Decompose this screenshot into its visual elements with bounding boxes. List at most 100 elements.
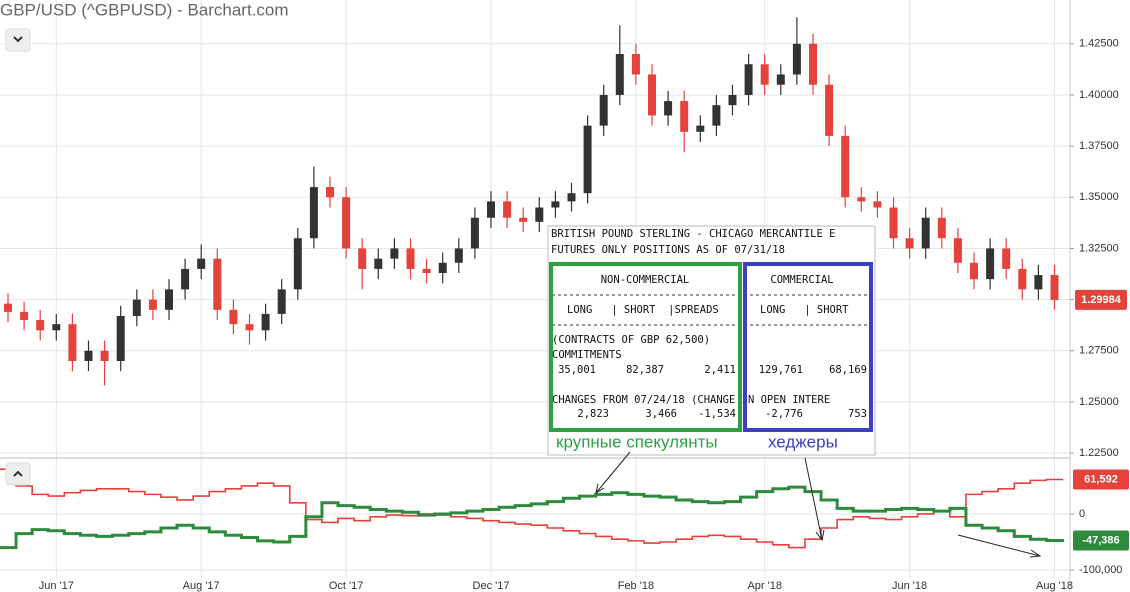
candle-body bbox=[953, 238, 962, 263]
candle-body bbox=[229, 309, 238, 325]
candle-body bbox=[293, 238, 302, 290]
candle-body bbox=[889, 207, 898, 239]
value-tag-label: -47,386 bbox=[1082, 534, 1119, 546]
units: (CONTRACTS OF GBP 62,500) bbox=[552, 334, 710, 346]
y-tick-label: 0 bbox=[1079, 508, 1085, 520]
y-tick-label: -100,000 bbox=[1079, 564, 1122, 576]
candle-body bbox=[342, 197, 351, 249]
candle-body bbox=[1018, 268, 1027, 290]
value-tag bbox=[1073, 530, 1129, 551]
candle-body bbox=[197, 258, 206, 269]
candle-body bbox=[503, 201, 512, 218]
candle-body bbox=[1050, 275, 1059, 300]
x-tick-label: Dec '17 bbox=[473, 580, 510, 592]
candle-body bbox=[986, 248, 995, 280]
report-title: FUTURES ONLY POSITIONS AS OF 07/31/18 bbox=[551, 244, 785, 256]
candle-body bbox=[631, 54, 640, 75]
candle-body bbox=[648, 74, 656, 116]
candle-body bbox=[358, 248, 367, 269]
candle-body bbox=[857, 197, 866, 202]
candle-body bbox=[680, 101, 689, 132]
candle-body bbox=[825, 84, 834, 136]
candle-body bbox=[52, 324, 61, 331]
candle-body bbox=[4, 303, 12, 312]
column-header: LONG | SHORT |SPREADS bbox=[567, 304, 719, 316]
candle-body bbox=[728, 94, 737, 106]
candle-body bbox=[599, 94, 608, 126]
last-price-tag bbox=[1075, 289, 1127, 310]
y-tick-label: 1.32500 bbox=[1079, 242, 1119, 254]
report-title: BRITISH POUND STERLING - CHICAGO MERCANT… bbox=[551, 228, 835, 240]
candle-body bbox=[696, 125, 705, 132]
candle-body bbox=[809, 43, 817, 85]
candle-body bbox=[535, 207, 544, 222]
commercial-box bbox=[743, 262, 873, 432]
x-tick-label: Jun '18 bbox=[892, 580, 927, 592]
y-tick-label: 1.27500 bbox=[1079, 345, 1119, 357]
group-header: COMMERCIAL bbox=[770, 274, 833, 286]
candle-body bbox=[551, 201, 560, 208]
candle-body bbox=[744, 64, 753, 95]
collapse-button[interactable] bbox=[5, 28, 31, 52]
candle-body bbox=[422, 268, 431, 273]
candle-body bbox=[245, 324, 254, 331]
candle-body bbox=[374, 258, 383, 269]
candle-body bbox=[1002, 248, 1011, 269]
x-tick-label: Oct '17 bbox=[329, 580, 364, 592]
value-tag-label: 61,592 bbox=[1084, 473, 1118, 485]
cell: 129,761 bbox=[759, 364, 803, 376]
candle-body bbox=[873, 201, 882, 208]
candle-body bbox=[20, 311, 29, 321]
candle-body bbox=[438, 262, 447, 273]
y-tick-label: 1.40000 bbox=[1079, 89, 1119, 101]
candle-body bbox=[921, 217, 930, 249]
candle-body bbox=[309, 187, 318, 239]
cell: 68,169 bbox=[829, 364, 867, 376]
candle-body bbox=[519, 217, 528, 222]
candle-body bbox=[841, 135, 850, 198]
cell: -1,534 bbox=[698, 408, 736, 420]
candle-body bbox=[84, 350, 93, 361]
column-header: LONG | SHORT bbox=[760, 304, 849, 316]
candle-body bbox=[132, 299, 141, 316]
y-tick-label: 1.42500 bbox=[1079, 38, 1119, 50]
candle-body bbox=[792, 43, 801, 75]
group-header: NON-COMMERCIAL bbox=[601, 274, 690, 286]
expand-button[interactable] bbox=[5, 462, 31, 486]
candle-body bbox=[454, 248, 463, 263]
candle-body bbox=[326, 187, 334, 198]
x-tick-label: Feb '18 bbox=[618, 580, 654, 592]
candle-body bbox=[406, 248, 415, 269]
row-label: COMMITMENTS bbox=[552, 349, 622, 361]
candle-body bbox=[1034, 275, 1043, 290]
x-tick-label: Aug '18 bbox=[1036, 580, 1073, 592]
candle-body bbox=[470, 217, 479, 249]
value-tag bbox=[1073, 469, 1129, 490]
candle-body bbox=[905, 238, 914, 249]
candle-body bbox=[181, 268, 190, 290]
candle-body bbox=[583, 125, 592, 194]
chart-title: GBP/USD (^GBPUSD) - Barchart.com bbox=[0, 0, 289, 19]
candle-body bbox=[165, 289, 173, 310]
candle-body bbox=[712, 105, 721, 126]
y-tick-label: 1.35000 bbox=[1079, 191, 1119, 203]
last-price-label: 1.29984 bbox=[1081, 294, 1122, 306]
y-tick-label: 1.22500 bbox=[1079, 447, 1119, 459]
x-tick-label: Jun '17 bbox=[39, 580, 74, 592]
marks bbox=[0, 17, 1065, 550]
cell: 2,411 bbox=[704, 364, 736, 376]
cell: 3,466 bbox=[645, 408, 677, 420]
candle-body bbox=[36, 320, 45, 331]
annotation: крупные спекулянты bbox=[556, 432, 718, 451]
noncommercial-box bbox=[549, 262, 742, 432]
candle-body bbox=[68, 324, 77, 361]
candle-body bbox=[776, 74, 785, 85]
candle-body bbox=[487, 201, 495, 218]
candle-body bbox=[390, 248, 399, 259]
cell: 35,001 bbox=[558, 364, 596, 376]
cell: 82,387 bbox=[626, 364, 664, 376]
candle-body bbox=[277, 289, 286, 314]
y-tick-label: 1.25000 bbox=[1079, 396, 1119, 408]
candle-body bbox=[664, 101, 673, 116]
